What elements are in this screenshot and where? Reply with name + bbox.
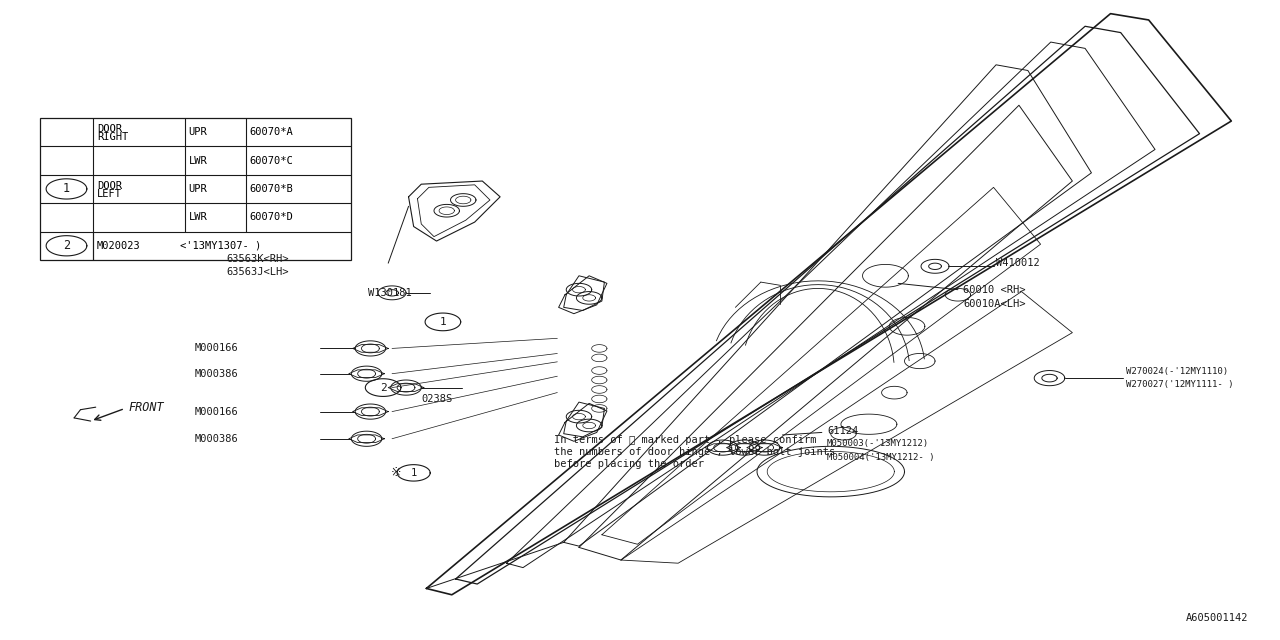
Text: 0238S: 0238S [421,394,453,404]
Text: before placing the order: before placing the order [553,459,704,469]
Text: 1: 1 [63,182,70,195]
Text: LWR: LWR [188,156,207,166]
Text: W410012: W410012 [996,258,1039,268]
Text: LEFT: LEFT [97,189,122,199]
Text: A605001142: A605001142 [1185,613,1248,623]
Text: 60010A<LH>: 60010A<LH> [963,299,1025,308]
Text: RIGHT: RIGHT [97,132,128,142]
Text: <'13MY1307- ): <'13MY1307- ) [179,241,261,251]
Text: LWR: LWR [188,212,207,222]
Text: the numbers of door hinge , lower bolt joints: the numbers of door hinge , lower bolt j… [553,447,835,457]
Text: FRONT: FRONT [129,401,164,413]
Text: 60070*C: 60070*C [250,156,293,166]
Text: M020023: M020023 [97,241,141,251]
Text: W270024(-'12MY1110): W270024(-'12MY1110) [1126,367,1228,376]
Bar [40,118,351,260]
Text: M000166: M000166 [195,344,238,353]
Text: 1: 1 [439,317,447,327]
Text: 63563K<RH>: 63563K<RH> [227,253,289,264]
Text: DOOR: DOOR [97,180,122,191]
Text: 60070*B: 60070*B [250,184,293,194]
Text: 60010 <RH>: 60010 <RH> [963,285,1025,294]
Text: UPR: UPR [188,127,207,137]
Text: M000386: M000386 [195,434,238,444]
Text: M000166: M000166 [195,406,238,417]
Text: 61124: 61124 [827,426,858,436]
Text: DOOR: DOOR [97,124,122,134]
Text: 60070*A: 60070*A [250,127,293,137]
Text: 63563J<LH>: 63563J<LH> [227,267,289,277]
Text: M050004('13MY1212- ): M050004('13MY1212- ) [827,452,934,461]
Text: W130181: W130181 [367,288,412,298]
Text: 60070*D: 60070*D [250,212,293,222]
Text: 1: 1 [411,468,417,478]
Text: 2: 2 [63,239,70,252]
Text: 2: 2 [380,383,387,392]
Text: In terms of ※ marked part , please confirm: In terms of ※ marked part , please confi… [553,435,817,445]
Text: ※: ※ [390,467,401,479]
Text: UPR: UPR [188,184,207,194]
Text: M000386: M000386 [195,369,238,379]
Text: W270027('12MY1111- ): W270027('12MY1111- ) [1126,380,1233,389]
Text: M050003(-'13MY1212): M050003(-'13MY1212) [827,438,929,447]
